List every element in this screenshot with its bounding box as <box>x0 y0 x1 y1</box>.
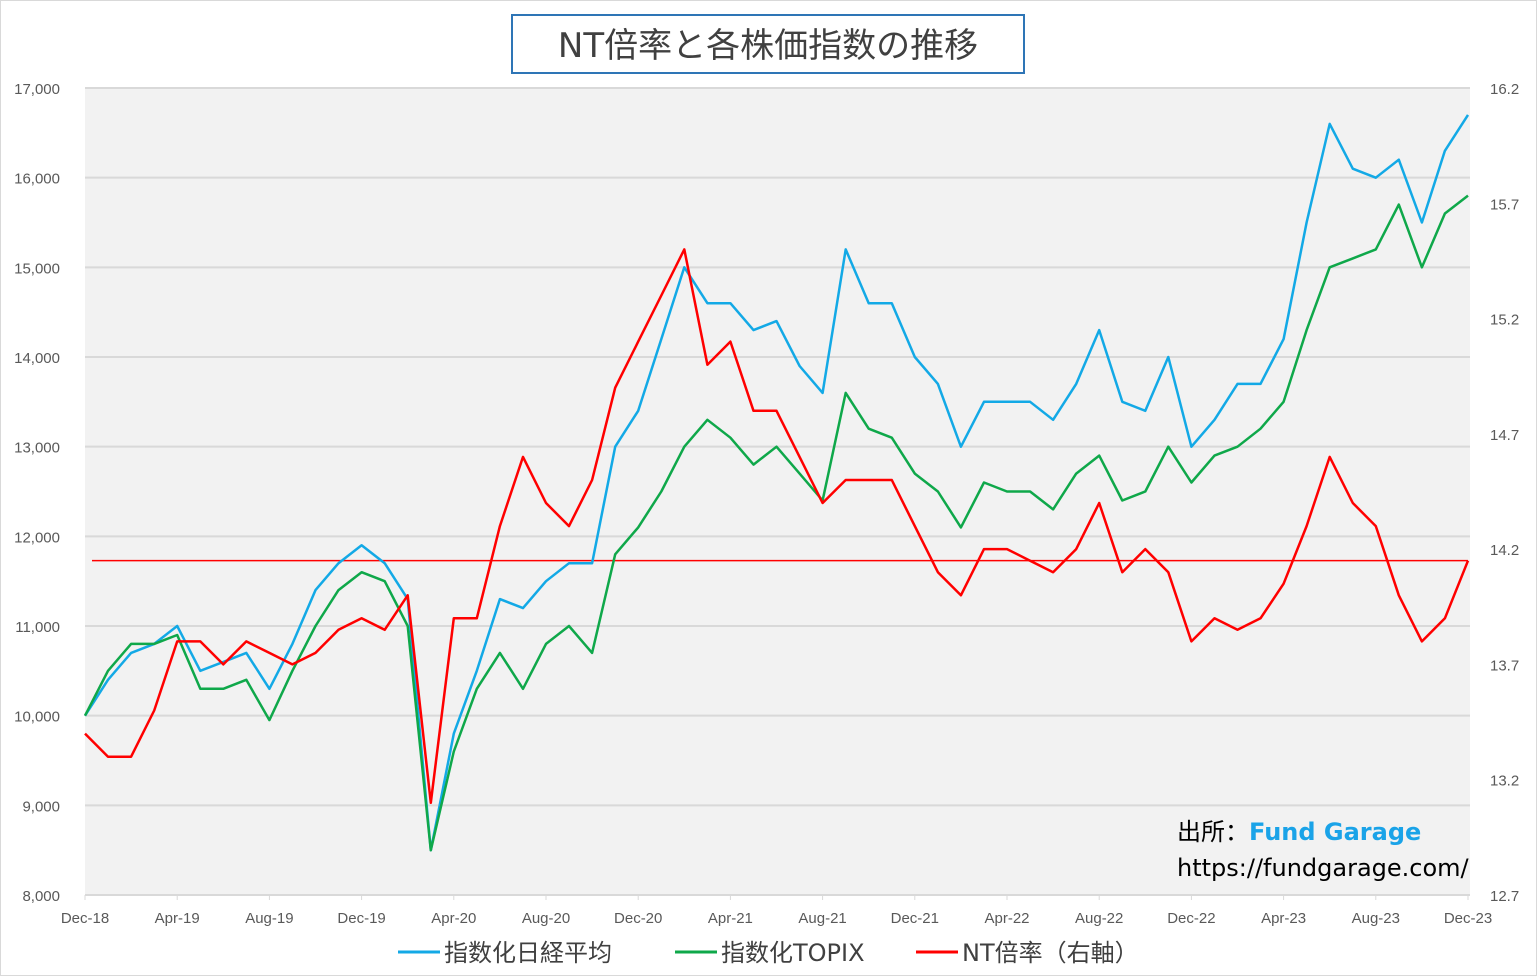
y-right-tick-label: 15.7 <box>1490 196 1519 213</box>
y-left-tick-label: 9,000 <box>22 798 60 815</box>
x-tick-label: Dec-20 <box>614 910 662 927</box>
y-left-tick-label: 14,000 <box>14 350 60 367</box>
y-left-tick-label: 8,000 <box>22 888 60 905</box>
x-tick-label: Dec-23 <box>1444 910 1492 927</box>
legend-label: 指数化TOPIX <box>721 939 865 967</box>
x-tick-label: Apr-20 <box>431 910 476 927</box>
title-box <box>511 14 1025 74</box>
y-left-tick-label: 13,000 <box>14 440 60 457</box>
x-tick-label: Dec-18 <box>61 910 109 927</box>
y-right-tick-label: 16.2 <box>1490 81 1519 98</box>
source-name: Fund Garage <box>1249 818 1421 846</box>
legend-label: NT倍率（右軸） <box>962 939 1139 967</box>
y-left-tick-label: 12,000 <box>14 529 60 546</box>
x-tick-label: Aug-22 <box>1075 910 1123 927</box>
x-tick-label: Apr-23 <box>1261 910 1306 927</box>
y-right-tick-label: 13.7 <box>1490 657 1519 674</box>
y-left-tick-label: 17,000 <box>14 81 60 98</box>
x-tick-label: Dec-22 <box>1167 910 1215 927</box>
y-right-tick-label: 14.2 <box>1490 542 1519 559</box>
plot-area <box>85 88 1470 895</box>
x-tick-label: Aug-23 <box>1352 910 1400 927</box>
y-left-tick-label: 15,000 <box>14 260 60 277</box>
x-tick-label: Aug-21 <box>798 910 846 927</box>
x-tick-label: Apr-19 <box>155 910 200 927</box>
y-right-tick-label: 13.2 <box>1490 773 1519 790</box>
x-tick-label: Dec-21 <box>891 910 939 927</box>
y-left-tick-label: 16,000 <box>14 171 60 188</box>
x-tick-label: Dec-19 <box>337 910 385 927</box>
x-tick-label: Aug-20 <box>522 910 570 927</box>
y-right-tick-label: 12.7 <box>1490 888 1519 905</box>
legend-label: 指数化日経平均 <box>444 939 612 967</box>
source-url: https://fundgarage.com/ <box>1177 854 1470 882</box>
source-line: 出所：Fund Garage <box>1177 818 1421 846</box>
y-left-tick-label: 10,000 <box>14 709 60 726</box>
y-right-tick-label: 15.2 <box>1490 312 1519 329</box>
y-right-tick-label: 14.7 <box>1490 427 1519 444</box>
x-tick-label: Aug-19 <box>245 910 293 927</box>
y-left-tick-label: 11,000 <box>15 619 60 636</box>
x-tick-label: Apr-22 <box>984 910 1029 927</box>
source-label: 出所： <box>1177 818 1249 846</box>
x-tick-label: Apr-21 <box>708 910 753 927</box>
legend: 指数化日経平均 指数化TOPIX NT倍率（右軸） <box>398 939 1139 967</box>
source-box <box>1160 810 1470 890</box>
chart-title: NT倍率と各株価指数の推移 <box>558 26 978 66</box>
